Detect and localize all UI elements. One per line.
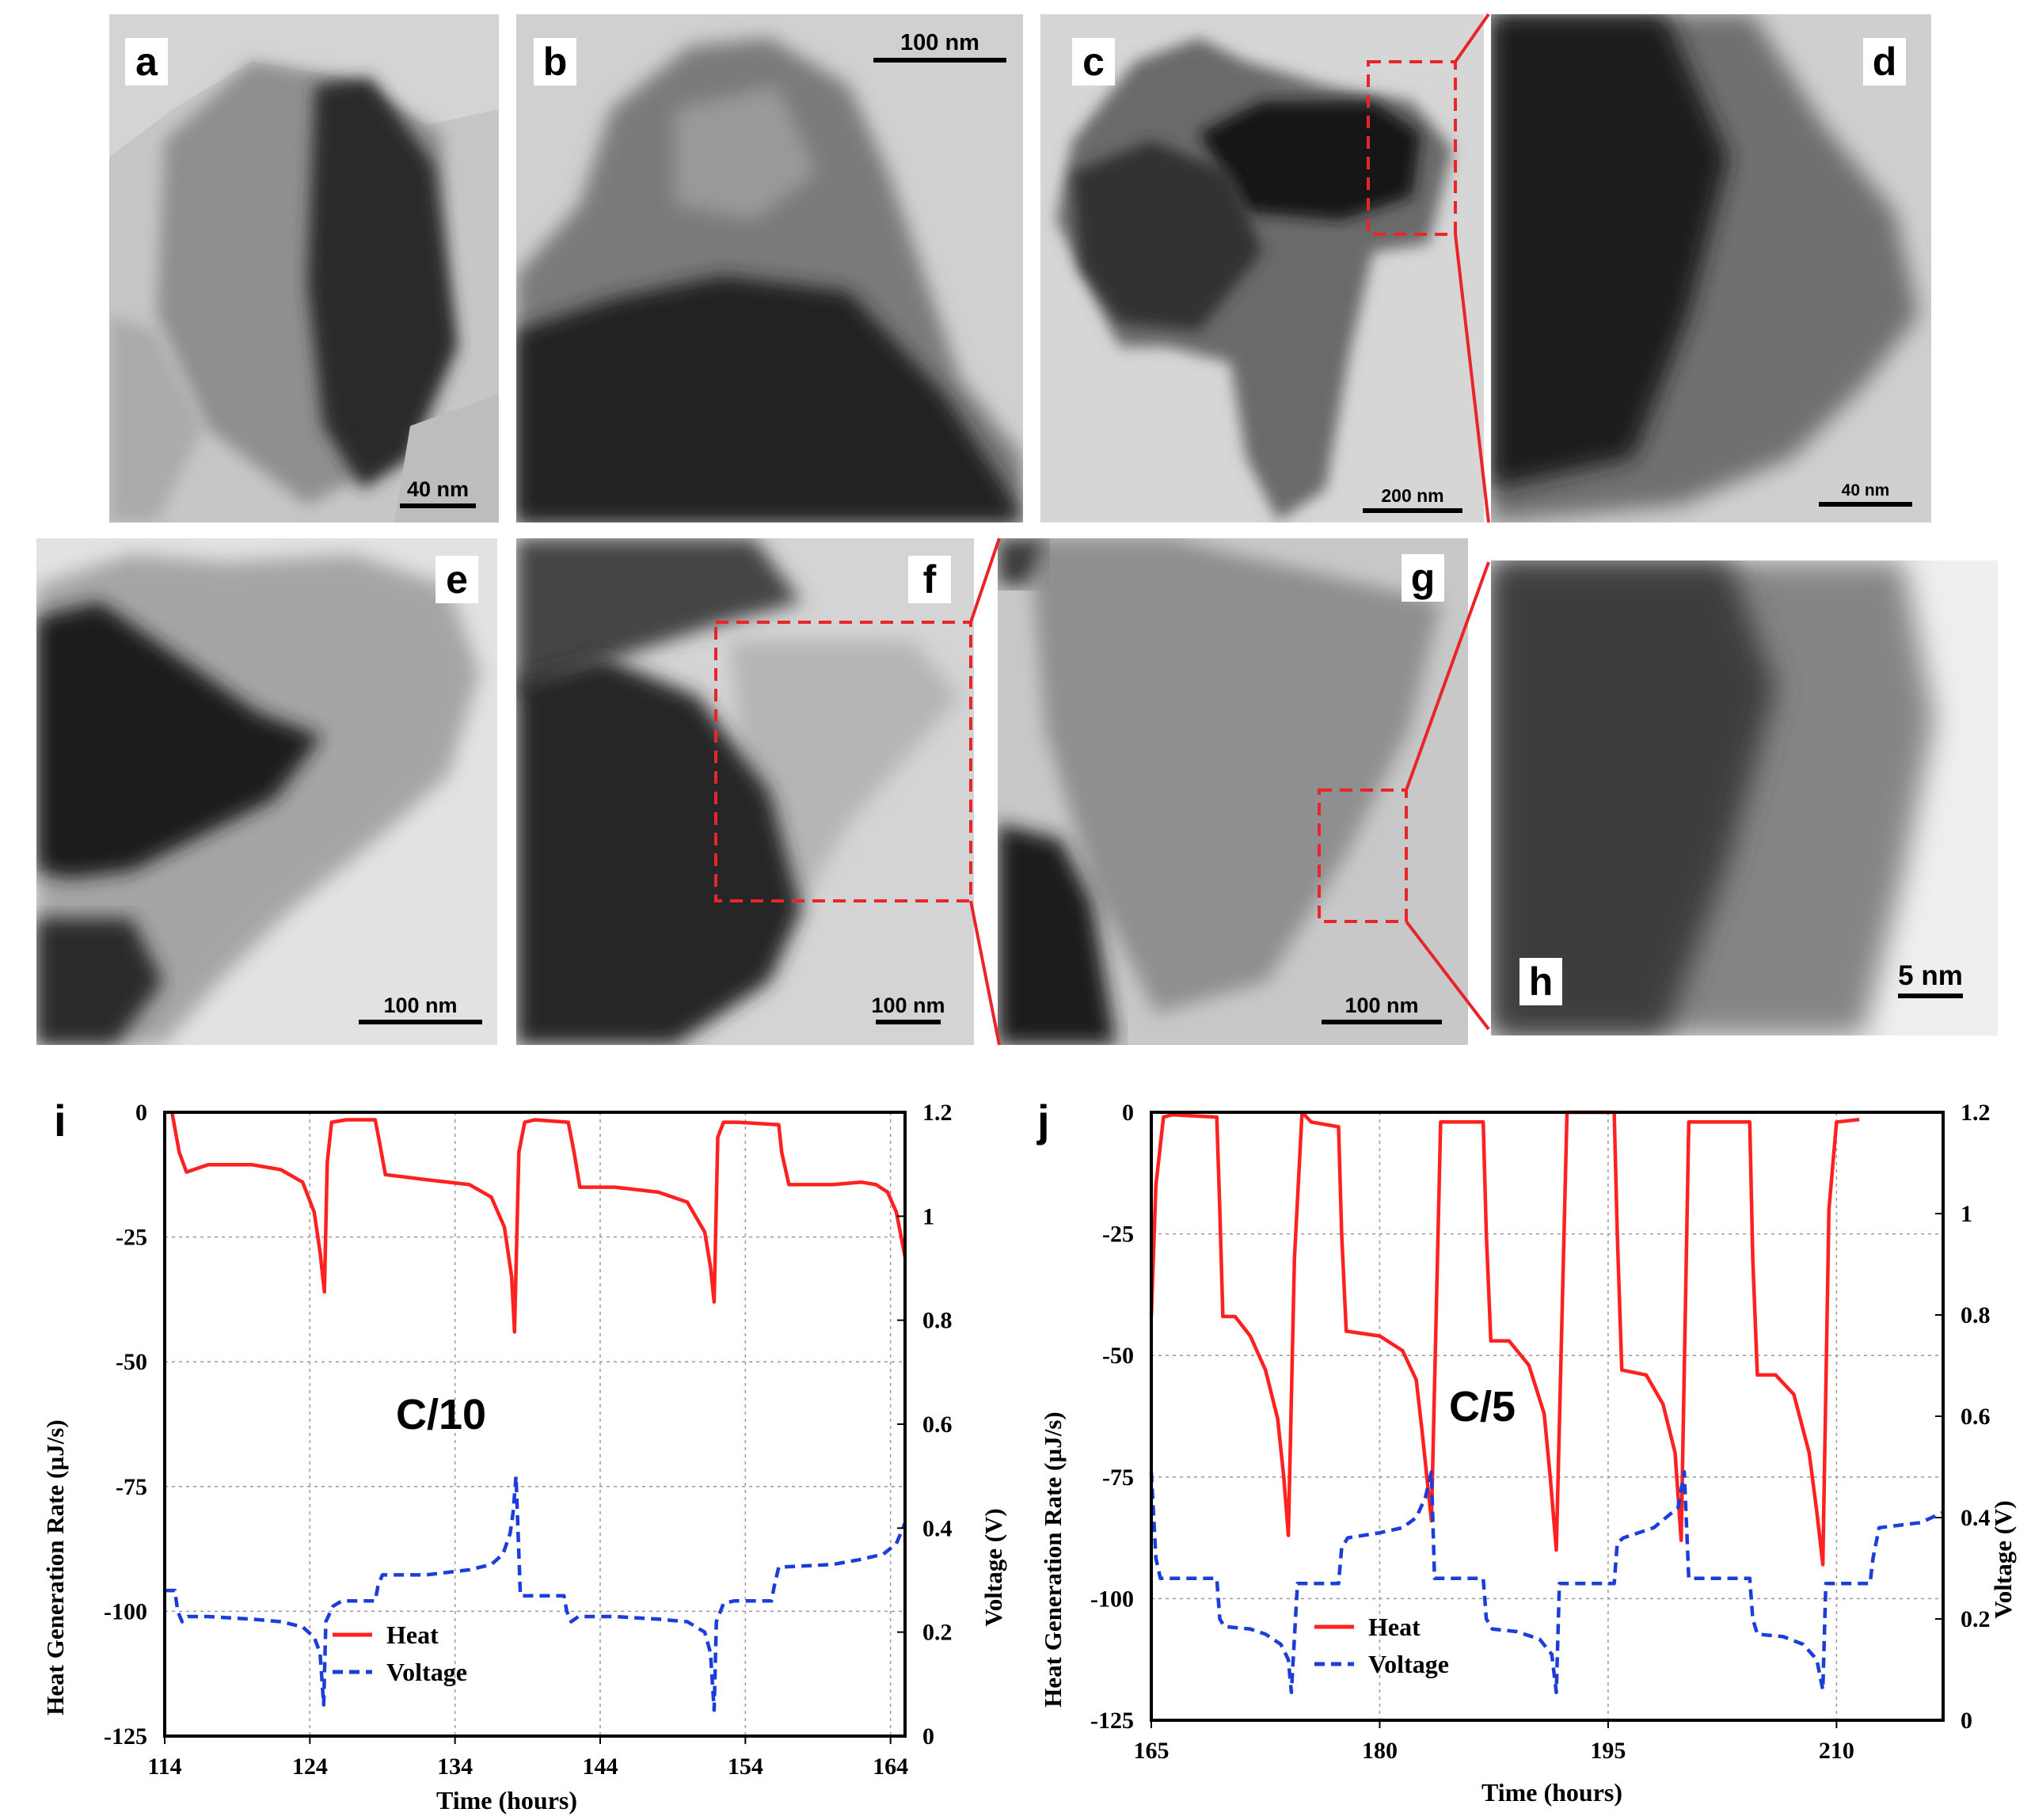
chart-i-frame	[163, 1111, 907, 1738]
chart-i-xtick-label: 154	[728, 1754, 763, 1780]
chart-i-ytick-label: -50	[116, 1349, 147, 1375]
chart-j-ytick-label: -25	[1102, 1222, 1134, 1248]
scale-bar-g: 100 nm	[1314, 994, 1449, 1024]
chart-i-xlabel: Time (hours)	[436, 1786, 577, 1814]
panel-label-b: b	[534, 38, 576, 85]
chart-i-y2tick-label: 1	[922, 1203, 934, 1229]
chart-i-y2tick-label: 0.2	[922, 1620, 953, 1646]
chart-i-annotation: C/10	[396, 1391, 486, 1438]
chart-j-annotation: C/5	[1449, 1383, 1516, 1431]
scale-bar-f: 100 nm	[857, 994, 960, 1024]
chart-j-y2tick-label: 0.6	[1961, 1404, 1991, 1430]
chart-j-legend: Heat Voltage	[1314, 1613, 1449, 1678]
scale-bar-label-g: 100 nm	[1344, 994, 1419, 1017]
panel-label-g: g	[1402, 554, 1444, 602]
micrograph-b: b 100 nm	[516, 14, 1023, 522]
panel-label-h: h	[1519, 958, 1562, 1005]
chart-i-legend-heat: Heat	[386, 1621, 439, 1649]
panel-label-d: d	[1863, 38, 1906, 85]
chart-i-ytick-label: 0	[135, 1100, 147, 1126]
connector-f-g-bottom	[969, 900, 1001, 1046]
chart-j-y2tick-label: 0.8	[1961, 1302, 1991, 1328]
micrograph-g: g 100 nm	[998, 538, 1468, 1045]
chart-i-panel-label: i	[54, 1096, 67, 1146]
chart-j-panel-label: j	[1036, 1096, 1050, 1146]
chart-i-ytick-label: -75	[116, 1474, 147, 1500]
chart-i-y2tick-label: 0.8	[922, 1308, 953, 1334]
chart-j-ytick-label: 0	[1122, 1100, 1134, 1126]
chart-j-series-voltage-line	[1149, 1470, 1944, 1695]
scale-bar-a: 40 nm	[394, 477, 481, 508]
micrograph-e: e 100 nm	[36, 538, 497, 1045]
chart-j-xtick-label: 210	[1819, 1738, 1854, 1764]
chart-i-legend-voltage: Voltage	[386, 1658, 467, 1686]
chart-j-svg: 165 180 195 210 0 -25 -50 -75 -100 -125 0 0.2 0.4 0.6…	[1036, 1096, 2017, 1807]
chart-i: 114 124 134 144 154 164 0 -25 -50 -75 -100 -125 0 0.2…	[32, 1073, 1021, 1817]
chart-i-ytick-label: -25	[116, 1225, 147, 1251]
chart-j-xtick-label: 165	[1134, 1738, 1170, 1764]
chart-j-xtick-label: 180	[1362, 1738, 1398, 1764]
chart-j-ytick-label: -125	[1090, 1708, 1134, 1734]
chart-j-series-heat-line	[1149, 1110, 1860, 1567]
chart-j-legend-heat: Heat	[1368, 1613, 1421, 1641]
scale-bar-h: 5 nm	[1887, 960, 1974, 998]
chart-i-y2tick-label: 0	[922, 1723, 934, 1750]
scale-bar-label-f: 100 nm	[871, 994, 945, 1017]
scale-bar-label-a: 40 nm	[406, 477, 470, 501]
chart-j-ytick-label: -100	[1090, 1586, 1134, 1612]
chart-j-y2tick-label: 0	[1961, 1708, 1972, 1734]
panel-label-a: a	[125, 38, 168, 85]
scale-bar-label-h: 5 nm	[1898, 960, 1963, 991]
chart-i-xtick-label: 164	[873, 1754, 908, 1780]
micrograph-a: a 40 nm	[109, 14, 499, 522]
scale-bar-e: 100 nm	[353, 994, 488, 1024]
chart-i-y2tick-label: 0.6	[922, 1412, 953, 1438]
chart-i-series-voltage-line	[165, 1474, 907, 1712]
chart-j-y2tick-label: 1.2	[1961, 1100, 1991, 1126]
micrograph-d: d 40 nm	[1491, 14, 1931, 522]
chart-i-series-heat-line	[169, 1111, 907, 1334]
scale-bar-label-b: 100 nm	[900, 30, 979, 55]
chart-j-xlabel: Time (hours)	[1481, 1778, 1622, 1807]
scale-bar-b: 100 nm	[873, 30, 1007, 63]
chart-i-y2label: Voltage (V)	[979, 1508, 1007, 1627]
connector-f-g-top	[969, 538, 1001, 623]
scale-bar-label-c: 200 nm	[1381, 485, 1444, 506]
chart-i-legend: Heat Voltage	[333, 1621, 467, 1686]
micrograph-c: c 200 nm	[1040, 14, 1484, 522]
chart-i-y2tick-label: 0.4	[922, 1515, 953, 1541]
micrograph-h: h 5 nm	[1491, 560, 1998, 1035]
panel-label-c: c	[1072, 38, 1115, 85]
panel-label-e: e	[435, 556, 478, 603]
chart-j-legend-voltage: Voltage	[1368, 1650, 1449, 1678]
chart-i-xtick-label: 124	[292, 1754, 328, 1780]
chart-i-xtick-label: 144	[583, 1754, 618, 1780]
chart-j-xtick-label: 195	[1590, 1738, 1626, 1764]
chart-j-ylabel: Heat Generation Rate (µJ/s)	[1039, 1412, 1067, 1707]
chart-i-ytick-label: -125	[104, 1723, 147, 1750]
chart-i-xtick-label: 134	[437, 1754, 473, 1780]
micrograph-f: f 100 nm	[516, 538, 974, 1045]
panel-label-f: f	[908, 556, 951, 603]
chart-j-y2tick-label: 0.2	[1961, 1606, 1991, 1632]
scale-bar-c: 200 nm	[1357, 485, 1468, 513]
chart-i-ylabel: Heat Generation Rate (µJ/s)	[41, 1419, 69, 1715]
scale-bar-label-d: 40 nm	[1841, 481, 1890, 500]
chart-j-y2label: Voltage (V)	[1989, 1500, 2017, 1619]
chart-i-y2tick-label: 1.2	[922, 1100, 953, 1126]
chart-j-ytick-label: -50	[1102, 1343, 1134, 1369]
chart-j-y2tick-label: 1	[1961, 1201, 1972, 1227]
chart-i-svg: 114 124 134 144 154 164 0 -25 -50 -75 -100 -125 0 0.2…	[41, 1096, 1007, 1814]
scale-bar-label-e: 100 nm	[383, 994, 458, 1017]
chart-i-xtick-label: 114	[147, 1754, 181, 1780]
chart-j-y2tick-label: 0.4	[1961, 1505, 1991, 1531]
scale-bar-d: 40 nm	[1814, 481, 1917, 507]
chart-j-ytick-label: -75	[1102, 1465, 1134, 1491]
chart-i-ytick-label: -100	[104, 1598, 147, 1624]
chart-j: 165 180 195 210 0 -25 -50 -75 -100 -125 0 0.2 0.4 0.6…	[1029, 1073, 2027, 1817]
